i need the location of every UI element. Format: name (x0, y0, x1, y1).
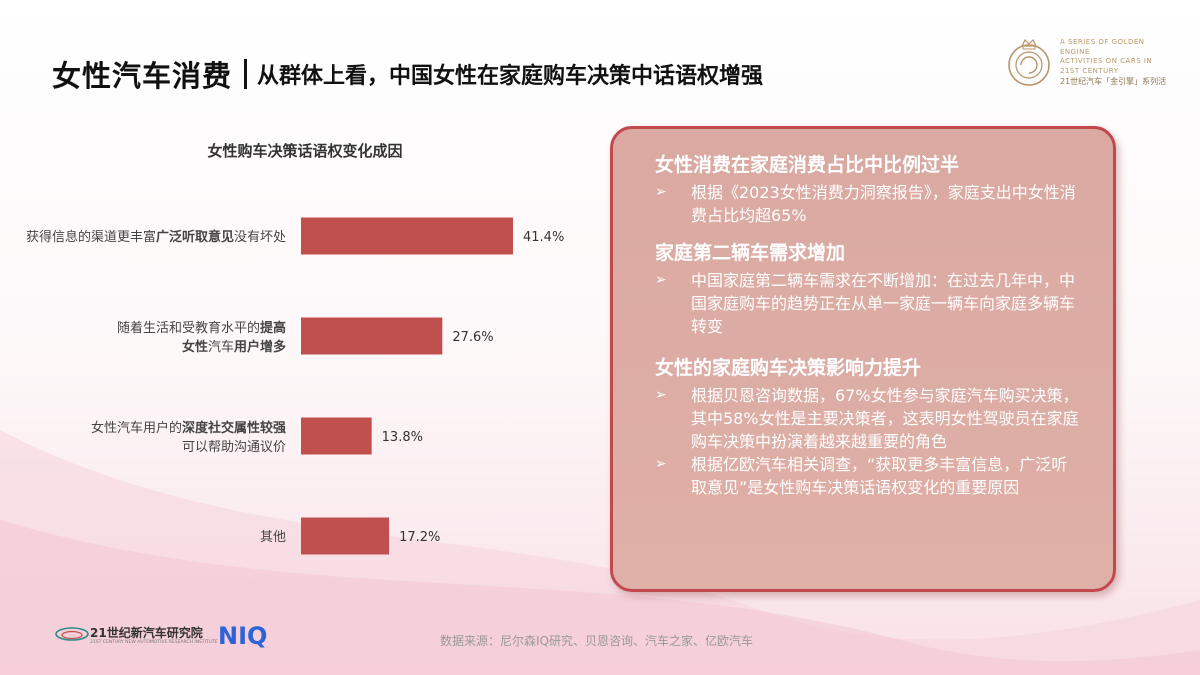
bar (301, 317, 443, 355)
brand-text: A SERIES OF GOLDEN ENGINE ACTIVITIES ON … (1060, 38, 1170, 87)
title-main: 女性汽车消费 (52, 59, 233, 93)
bar (301, 217, 513, 255)
bullet-text: 根据亿欧汽车相关调查，“获取更多丰富信息，广泛听取意见”是女性购车决策话语权变化… (691, 455, 1068, 497)
institute-name-en: 21ST CENTURY NEW AUTOMOTIVE RESEARCH INS… (90, 640, 218, 645)
category-label-part: 没有坏处 (234, 230, 286, 245)
page-title: 女性汽车消费 从群体上看，中国女性在家庭购车决策中话语权增强 (52, 52, 763, 96)
data-label: 41.4% (523, 230, 564, 245)
bullet-item: ➢ 中国家庭第二辆车需求在不断增加：在过去几年中，中国家庭购车的趋势正在从单一家… (655, 269, 1083, 338)
category-label-part: 广泛听取意见 (156, 229, 234, 245)
bullet-item: ➢ 根据贝恩咨询数据，67%女性参与家庭汽车购买决策，其中58%女性是主要决策者… (655, 384, 1083, 453)
bar (301, 417, 372, 455)
arrow-bullet-icon: ➢ (655, 387, 667, 403)
brand-en-line2: ACTIVITIES ON CARS IN 21ST CENTURY (1060, 57, 1153, 75)
category-label-part: 用户增多 (233, 339, 286, 355)
category-label-part: 女性汽车用户的 (91, 420, 182, 436)
title-separator (244, 59, 248, 89)
category-label: 女性汽车用户增多 (182, 339, 286, 355)
bullet-text: 根据《2023女性消费力洞察报告》，家庭支出中女性消费占比均超65% (691, 183, 1076, 225)
bar (301, 517, 390, 555)
arrow-bullet-icon: ➢ (655, 272, 667, 288)
bullet-text: 根据贝恩咨询数据，67%女性参与家庭汽车购买决策，其中58%女性是主要决策者，这… (691, 386, 1079, 451)
category-label-part: 深度社交属性较强 (182, 420, 286, 436)
category-label-part: 其他 (260, 530, 286, 545)
panel-section-2: 家庭第二辆车需求增加 ➢ 中国家庭第二辆车需求在不断增加：在过去几年中，中国家庭… (655, 241, 1083, 338)
category-label-part: 汽车 (208, 339, 234, 355)
data-label: 27.6% (452, 330, 493, 345)
golden-engine-logo-icon (1008, 38, 1050, 86)
panel-section-1: 女性消费在家庭消费占比中比例过半 ➢ 根据《2023女性消费力洞察报告》，家庭支… (655, 153, 1083, 227)
institute-logo-icon (55, 627, 89, 641)
category-label: 女性汽车用户的深度社交属性较强 (91, 420, 286, 436)
category-label: 随着生活和受教育水平的提高 (117, 320, 286, 336)
category-label: 获得信息的渠道更丰富广泛听取意见没有坏处 (26, 229, 286, 245)
title-subtitle: 从群体上看，中国女性在家庭购车决策中话语权增强 (257, 64, 764, 89)
category-label: 其他 (260, 530, 286, 545)
institute-name: 21世纪新汽车研究院 (90, 626, 203, 640)
section-heading: 女性消费在家庭消费占比中比例过半 (655, 154, 960, 176)
data-label: 17.2% (399, 530, 440, 545)
brand-cn-line: 21世纪汽车「金引擎」系列活 (1060, 77, 1167, 86)
niq-logo: NIQ (218, 622, 268, 650)
category-label-part: 提高 (260, 320, 286, 336)
chart-title: 女性购车决策话语权变化成因 (207, 142, 403, 160)
arrow-bullet-icon: ➢ (655, 184, 667, 200)
arrow-bullet-icon: ➢ (655, 456, 667, 472)
section-heading: 家庭第二辆车需求增加 (655, 242, 846, 264)
bullet-item: ➢ 根据亿欧汽车相关调查，“获取更多丰富信息，广泛听取意见”是女性购车决策话语权… (655, 453, 1083, 499)
category-label-part: 女性 (182, 339, 208, 355)
data-label: 13.8% (382, 430, 423, 445)
data-source: 数据来源：尼尔森IQ研究、贝恩咨询、汽车之家、亿欧汽车 (440, 634, 753, 648)
category-label-part: 获得信息的渠道更丰富 (26, 229, 156, 245)
category-label-part: 随着生活和受教育水平的 (117, 320, 260, 336)
bullet-item: ➢ 根据《2023女性消费力洞察报告》，家庭支出中女性消费占比均超65% (655, 181, 1083, 227)
bar-chart: 41.4% 获得信息的渠道更丰富广泛听取意见没有坏处 27.6% 随着生活和受教育水平… (26, 217, 564, 555)
section-heading: 女性的家庭购车决策影响力提升 (655, 357, 922, 379)
info-panel: 女性消费在家庭消费占比中比例过半 ➢ 根据《2023女性消费力洞察报告》，家庭支… (610, 126, 1116, 592)
bullet-text: 中国家庭第二辆车需求在不断增加：在过去几年中，中国家庭购车的趋势正在从单一家庭一… (691, 271, 1076, 336)
brand-en-line1: A SERIES OF GOLDEN ENGINE (1060, 38, 1145, 56)
panel-section-3: 女性的家庭购车决策影响力提升 ➢ 根据贝恩咨询数据，67%女性参与家庭汽车购买决… (655, 356, 1083, 499)
category-label-part: 可以帮助沟通议价 (182, 440, 286, 455)
category-label: 可以帮助沟通议价 (182, 440, 286, 455)
